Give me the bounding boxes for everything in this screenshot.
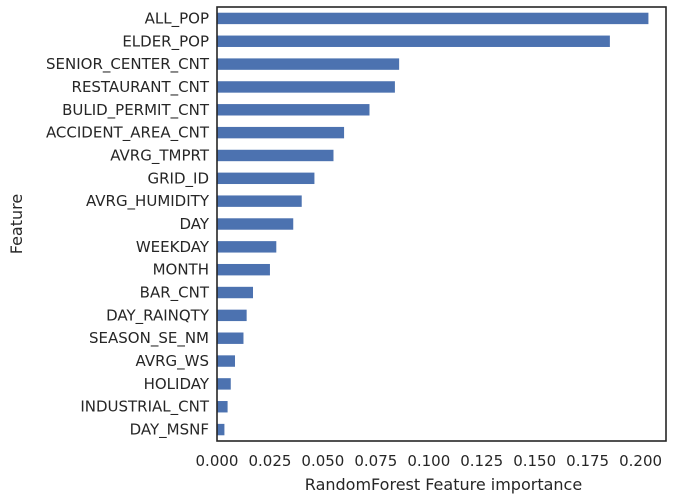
y-axis-label: Feature bbox=[7, 194, 26, 254]
y-tick-label: DAY_RAINQTY bbox=[106, 306, 210, 325]
x-tick-label: 0.000 bbox=[196, 452, 239, 470]
y-tick-label: SEASON_SE_NM bbox=[89, 329, 209, 348]
x-tick-label: 0.200 bbox=[619, 452, 662, 470]
bar-industrial-cnt bbox=[217, 401, 228, 413]
x-tick-label: 0.050 bbox=[301, 452, 344, 470]
bar-all-pop bbox=[217, 12, 649, 25]
bar-month bbox=[217, 263, 270, 276]
bar-grid-id bbox=[217, 172, 315, 185]
bar-bulid-permit-cnt bbox=[217, 104, 370, 116]
bar-bar-cnt bbox=[217, 286, 254, 299]
x-tick-label: 0.075 bbox=[354, 452, 397, 470]
y-tick-label: ELDER_POP bbox=[122, 32, 209, 51]
y-tick-label: AVRG_HUMIDITY bbox=[86, 192, 210, 211]
bar-holiday bbox=[217, 378, 231, 390]
y-tick-label: RESTAURANT_CNT bbox=[72, 78, 210, 97]
bar-avrg-tmprt bbox=[217, 149, 334, 162]
y-tick-label: AVRG_TMPRT bbox=[110, 146, 210, 165]
bar-avrg-ws bbox=[217, 355, 236, 367]
x-tick-label: 0.175 bbox=[566, 452, 609, 470]
y-tick-label: SENIOR_CENTER_CNT bbox=[46, 55, 210, 74]
bar-senior-center-cnt bbox=[217, 58, 400, 70]
x-tick-label: 0.100 bbox=[407, 452, 450, 470]
y-tick-label: HOLIDAY bbox=[144, 375, 210, 393]
bar-elder-pop bbox=[217, 35, 610, 47]
y-tick-label: DAY_MSNF bbox=[130, 421, 209, 440]
x-tick-label: 0.150 bbox=[513, 452, 556, 470]
y-tick-label: WEEKDAY bbox=[136, 238, 210, 256]
x-tick-label: 0.025 bbox=[248, 452, 291, 470]
bar-day-rainqty bbox=[217, 309, 247, 322]
y-tick-label: INDUSTRIAL_CNT bbox=[80, 398, 210, 417]
y-tick-label: BULID_PERMIT_CNT bbox=[62, 101, 210, 120]
plot-frame bbox=[216, 6, 667, 442]
y-tick-label: MONTH bbox=[153, 261, 209, 279]
bars-group bbox=[217, 12, 649, 436]
y-tick-label: DAY bbox=[179, 215, 209, 233]
bar-avrg-humidity bbox=[217, 195, 302, 207]
bar-restaurant-cnt bbox=[217, 81, 395, 93]
y-tick-label: ALL_POP bbox=[145, 9, 209, 28]
y-tick-label: BAR_CNT bbox=[140, 284, 210, 303]
x-tick-labels: 0.000 0.025 0.050 0.075 0.100 0.125 0.150 0.175… bbox=[196, 452, 663, 470]
y-tick-label: GRID_ID bbox=[148, 169, 210, 188]
x-tick-label: 0.125 bbox=[460, 452, 503, 470]
bar-season-se-nm bbox=[217, 332, 244, 344]
y-tick-label: AVRG_WS bbox=[136, 352, 209, 371]
bar-accident-area-cnt bbox=[217, 126, 345, 139]
y-tick-label: ACCIDENT_AREA_CNT bbox=[46, 124, 210, 143]
y-tick-labels: ALL_POP ELDER_POP SENIOR_CENTER_CNT RESTAUR… bbox=[46, 9, 210, 439]
x-axis-label: RandomForest Feature importance bbox=[305, 475, 582, 494]
bar-day bbox=[217, 218, 294, 230]
bar-weekday bbox=[217, 241, 277, 253]
bar-day-msnf bbox=[217, 423, 225, 436]
